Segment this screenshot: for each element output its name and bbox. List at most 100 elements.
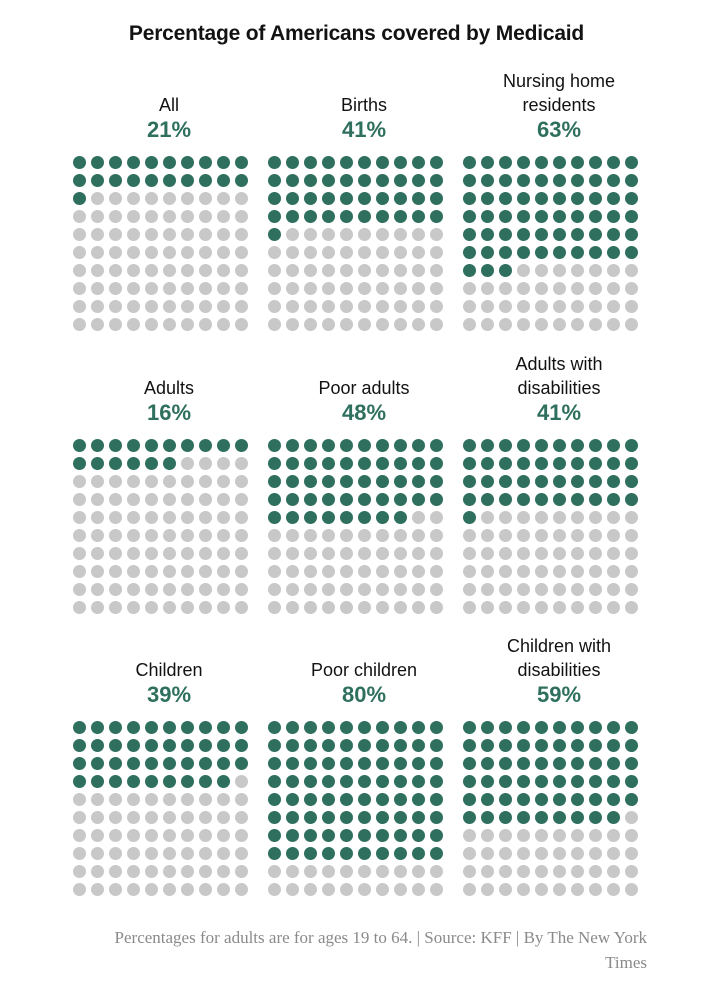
- dot-not-covered: [304, 318, 317, 331]
- dot-covered: [412, 829, 425, 842]
- dot-not-covered: [376, 583, 389, 596]
- dot-covered: [268, 439, 281, 452]
- dot-not-covered: [109, 300, 122, 313]
- dot-not-covered: [217, 547, 230, 560]
- dot-not-covered: [109, 210, 122, 223]
- dot-not-covered: [268, 601, 281, 614]
- dot-covered: [145, 174, 158, 187]
- dot-not-covered: [589, 583, 602, 596]
- dot-covered: [322, 811, 335, 824]
- dot-not-covered: [589, 529, 602, 542]
- dot-covered: [286, 721, 299, 734]
- dot-not-covered: [322, 318, 335, 331]
- dot-not-covered: [268, 865, 281, 878]
- dot-not-covered: [235, 775, 248, 788]
- dot-covered: [340, 192, 353, 205]
- dot-not-covered: [481, 847, 494, 860]
- dot-covered: [394, 775, 407, 788]
- dot-covered: [607, 228, 620, 241]
- dot-covered: [517, 721, 530, 734]
- dot-not-covered: [553, 565, 566, 578]
- dot-not-covered: [73, 475, 86, 488]
- dot-not-covered: [376, 300, 389, 313]
- dot-not-covered: [127, 583, 140, 596]
- dot-covered: [109, 775, 122, 788]
- dot-not-covered: [127, 318, 140, 331]
- dot-not-covered: [286, 300, 299, 313]
- dot-covered: [430, 775, 443, 788]
- dot-covered: [73, 439, 86, 452]
- dot-covered: [553, 739, 566, 752]
- dot-not-covered: [517, 282, 530, 295]
- dot-not-covered: [109, 565, 122, 578]
- dot-not-covered: [91, 547, 104, 560]
- dot-covered: [607, 475, 620, 488]
- dot-covered: [376, 847, 389, 860]
- dot-not-covered: [412, 601, 425, 614]
- dot-not-covered: [535, 529, 548, 542]
- dot-covered: [607, 721, 620, 734]
- dot-not-covered: [145, 811, 158, 824]
- dot-not-covered: [607, 829, 620, 842]
- dot-covered: [625, 493, 638, 506]
- dot-covered: [571, 210, 584, 223]
- dot-not-covered: [571, 565, 584, 578]
- dot-covered: [535, 192, 548, 205]
- dot-covered: [163, 174, 176, 187]
- dot-covered: [394, 457, 407, 470]
- dot-not-covered: [625, 883, 638, 896]
- dot-covered: [535, 793, 548, 806]
- dot-covered: [412, 847, 425, 860]
- dot-not-covered: [217, 228, 230, 241]
- dot-not-covered: [499, 318, 512, 331]
- dot-not-covered: [553, 829, 566, 842]
- dot-not-covered: [517, 565, 530, 578]
- dot-covered: [376, 793, 389, 806]
- dot-covered: [412, 811, 425, 824]
- dot-covered: [358, 757, 371, 770]
- dot-not-covered: [91, 475, 104, 488]
- dot-not-covered: [127, 847, 140, 860]
- dot-not-covered: [463, 829, 476, 842]
- panel-label: Births: [340, 95, 387, 115]
- dot-covered: [163, 156, 176, 169]
- dot-not-covered: [91, 511, 104, 524]
- dot-not-covered: [181, 547, 194, 560]
- dot-covered: [463, 775, 476, 788]
- dot-not-covered: [304, 601, 317, 614]
- dot-not-covered: [163, 282, 176, 295]
- dot-not-covered: [394, 228, 407, 241]
- dot-covered: [358, 475, 371, 488]
- dot-covered: [109, 721, 122, 734]
- dot-covered: [217, 757, 230, 770]
- dot-covered: [340, 210, 353, 223]
- dot-not-covered: [163, 793, 176, 806]
- dot-covered: [286, 775, 299, 788]
- dot-not-covered: [322, 246, 335, 259]
- dot-not-covered: [199, 511, 212, 524]
- dot-not-covered: [217, 583, 230, 596]
- dot-covered: [553, 757, 566, 770]
- dot-not-covered: [217, 192, 230, 205]
- dot-not-covered: [286, 865, 299, 878]
- dot-not-covered: [571, 511, 584, 524]
- dot-not-covered: [322, 300, 335, 313]
- dot-covered: [463, 811, 476, 824]
- dot-not-covered: [163, 511, 176, 524]
- dot-not-covered: [322, 529, 335, 542]
- dot-not-covered: [163, 300, 176, 313]
- dot-covered: [286, 757, 299, 770]
- dot-covered: [109, 757, 122, 770]
- dot-covered: [304, 174, 317, 187]
- dot-covered: [589, 493, 602, 506]
- dot-covered: [127, 721, 140, 734]
- dot-not-covered: [499, 847, 512, 860]
- dot-not-covered: [199, 264, 212, 277]
- dot-not-covered: [553, 511, 566, 524]
- dot-not-covered: [607, 547, 620, 560]
- source-note: Percentages for adults are for ages 19 t…: [114, 928, 647, 972]
- dot-covered: [268, 210, 281, 223]
- dot-not-covered: [571, 529, 584, 542]
- dot-not-covered: [625, 583, 638, 596]
- dot-not-covered: [91, 246, 104, 259]
